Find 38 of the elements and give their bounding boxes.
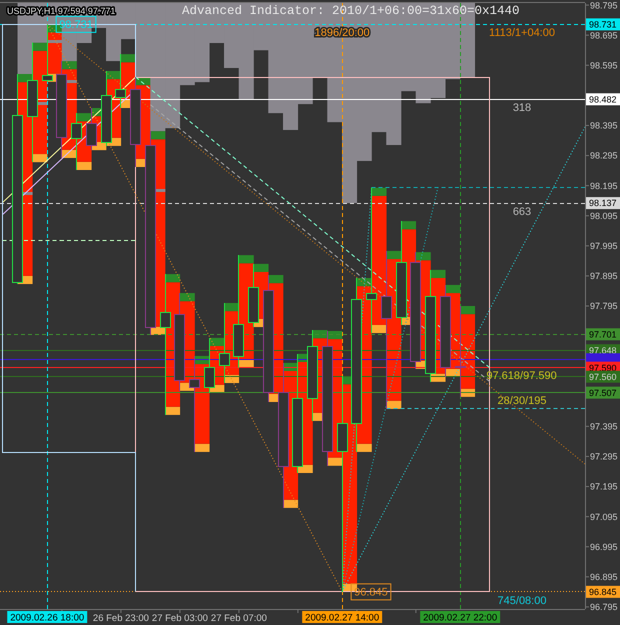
- y-tick-label: 98.695: [590, 30, 618, 40]
- y-tick-label: 97.295: [590, 452, 618, 462]
- y-tick-label: 98.395: [590, 120, 618, 131]
- y-tick-label: 98.795: [590, 0, 618, 10]
- y-tick-label: 97.395: [590, 422, 618, 432]
- y-tick-label: 97.095: [590, 512, 618, 522]
- x-tick-label: 27 Feb 07:00: [210, 613, 267, 624]
- y-tick-label: 98.595: [590, 60, 618, 70]
- y-tick-label: 98.095: [590, 210, 618, 221]
- ref-line-label: 2009.02.26 18:00: [10, 612, 84, 624]
- ref-line-label: 96.845: [589, 587, 617, 597]
- annotation: 663: [512, 206, 532, 218]
- ref-line-label: 97.590: [589, 362, 617, 373]
- y-tick-label: 98.295: [590, 150, 618, 161]
- y-tick-label: 97.795: [590, 301, 618, 312]
- ref-line-label: 97.507: [589, 388, 617, 398]
- annotation: 28/30/195: [498, 394, 546, 407]
- y-tick-label: 97.995: [590, 240, 618, 251]
- ref-line-label: 98.731: [589, 20, 617, 30]
- ref-line-label: 2009.02.27 14:00: [305, 612, 380, 624]
- y-tick-label: 96.895: [590, 572, 618, 582]
- ref-line-label: 97.701: [589, 329, 617, 340]
- ref-line-label: 97.648: [589, 345, 617, 356]
- x-tick-label: 26 Feb 23:00: [92, 613, 149, 624]
- annotation: 318: [512, 102, 532, 114]
- y-tick-label: 98.195: [590, 180, 618, 191]
- y-tick-label: 96.995: [590, 542, 618, 552]
- ref-line-label: 98.482: [589, 94, 617, 104]
- ref-line-label: 2009.02.27 22:00: [423, 612, 498, 624]
- annotation: 745/08:00: [498, 594, 546, 607]
- y-tick-label: 97.195: [590, 482, 618, 492]
- y-tick-label: 96.795: [590, 602, 618, 612]
- y-tick-label: 97.895: [590, 271, 618, 282]
- x-tick-label: 27 Feb 03:00: [152, 613, 208, 624]
- annotation: 1896/20:00: [314, 27, 370, 40]
- annotation: 1113/1+04:00: [489, 26, 555, 39]
- ref-line-label: 98.137: [589, 198, 617, 208]
- ref-line-label: 97.560: [589, 372, 617, 382]
